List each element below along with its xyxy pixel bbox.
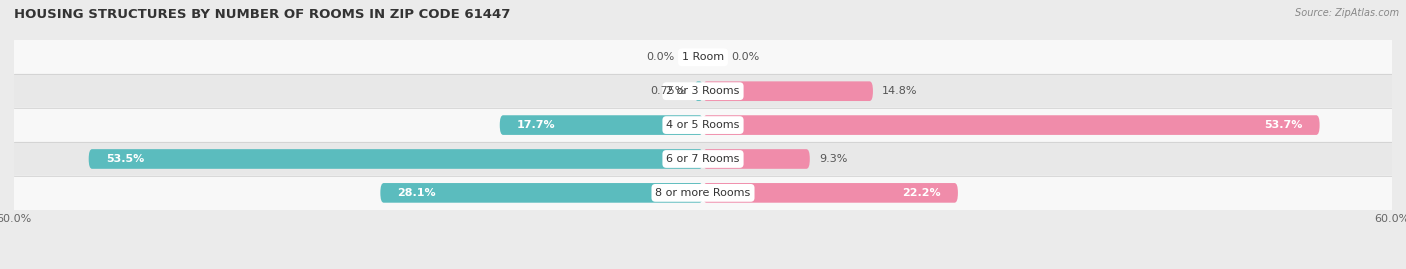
- Text: 2 or 3 Rooms: 2 or 3 Rooms: [666, 86, 740, 96]
- Text: 28.1%: 28.1%: [398, 188, 436, 198]
- Text: 0.0%: 0.0%: [731, 52, 761, 62]
- Text: 17.7%: 17.7%: [517, 120, 555, 130]
- FancyBboxPatch shape: [695, 81, 703, 101]
- Text: 9.3%: 9.3%: [818, 154, 848, 164]
- Text: 22.2%: 22.2%: [903, 188, 941, 198]
- Text: HOUSING STRUCTURES BY NUMBER OF ROOMS IN ZIP CODE 61447: HOUSING STRUCTURES BY NUMBER OF ROOMS IN…: [14, 8, 510, 21]
- Bar: [14, 108, 1392, 142]
- Bar: [14, 40, 1392, 74]
- Bar: [14, 142, 1392, 176]
- Text: 6 or 7 Rooms: 6 or 7 Rooms: [666, 154, 740, 164]
- FancyBboxPatch shape: [89, 149, 703, 169]
- Text: Source: ZipAtlas.com: Source: ZipAtlas.com: [1295, 8, 1399, 18]
- Text: 8 or more Rooms: 8 or more Rooms: [655, 188, 751, 198]
- Text: 0.0%: 0.0%: [645, 52, 675, 62]
- Text: 53.7%: 53.7%: [1264, 120, 1302, 130]
- Text: 1 Room: 1 Room: [682, 52, 724, 62]
- Bar: [14, 176, 1392, 210]
- FancyBboxPatch shape: [703, 183, 957, 203]
- FancyBboxPatch shape: [381, 183, 703, 203]
- FancyBboxPatch shape: [703, 149, 810, 169]
- Text: 14.8%: 14.8%: [882, 86, 918, 96]
- Text: 0.75%: 0.75%: [650, 86, 685, 96]
- FancyBboxPatch shape: [703, 81, 873, 101]
- FancyBboxPatch shape: [499, 115, 703, 135]
- Bar: [14, 74, 1392, 108]
- Text: 53.5%: 53.5%: [105, 154, 145, 164]
- FancyBboxPatch shape: [703, 115, 1320, 135]
- Text: 4 or 5 Rooms: 4 or 5 Rooms: [666, 120, 740, 130]
